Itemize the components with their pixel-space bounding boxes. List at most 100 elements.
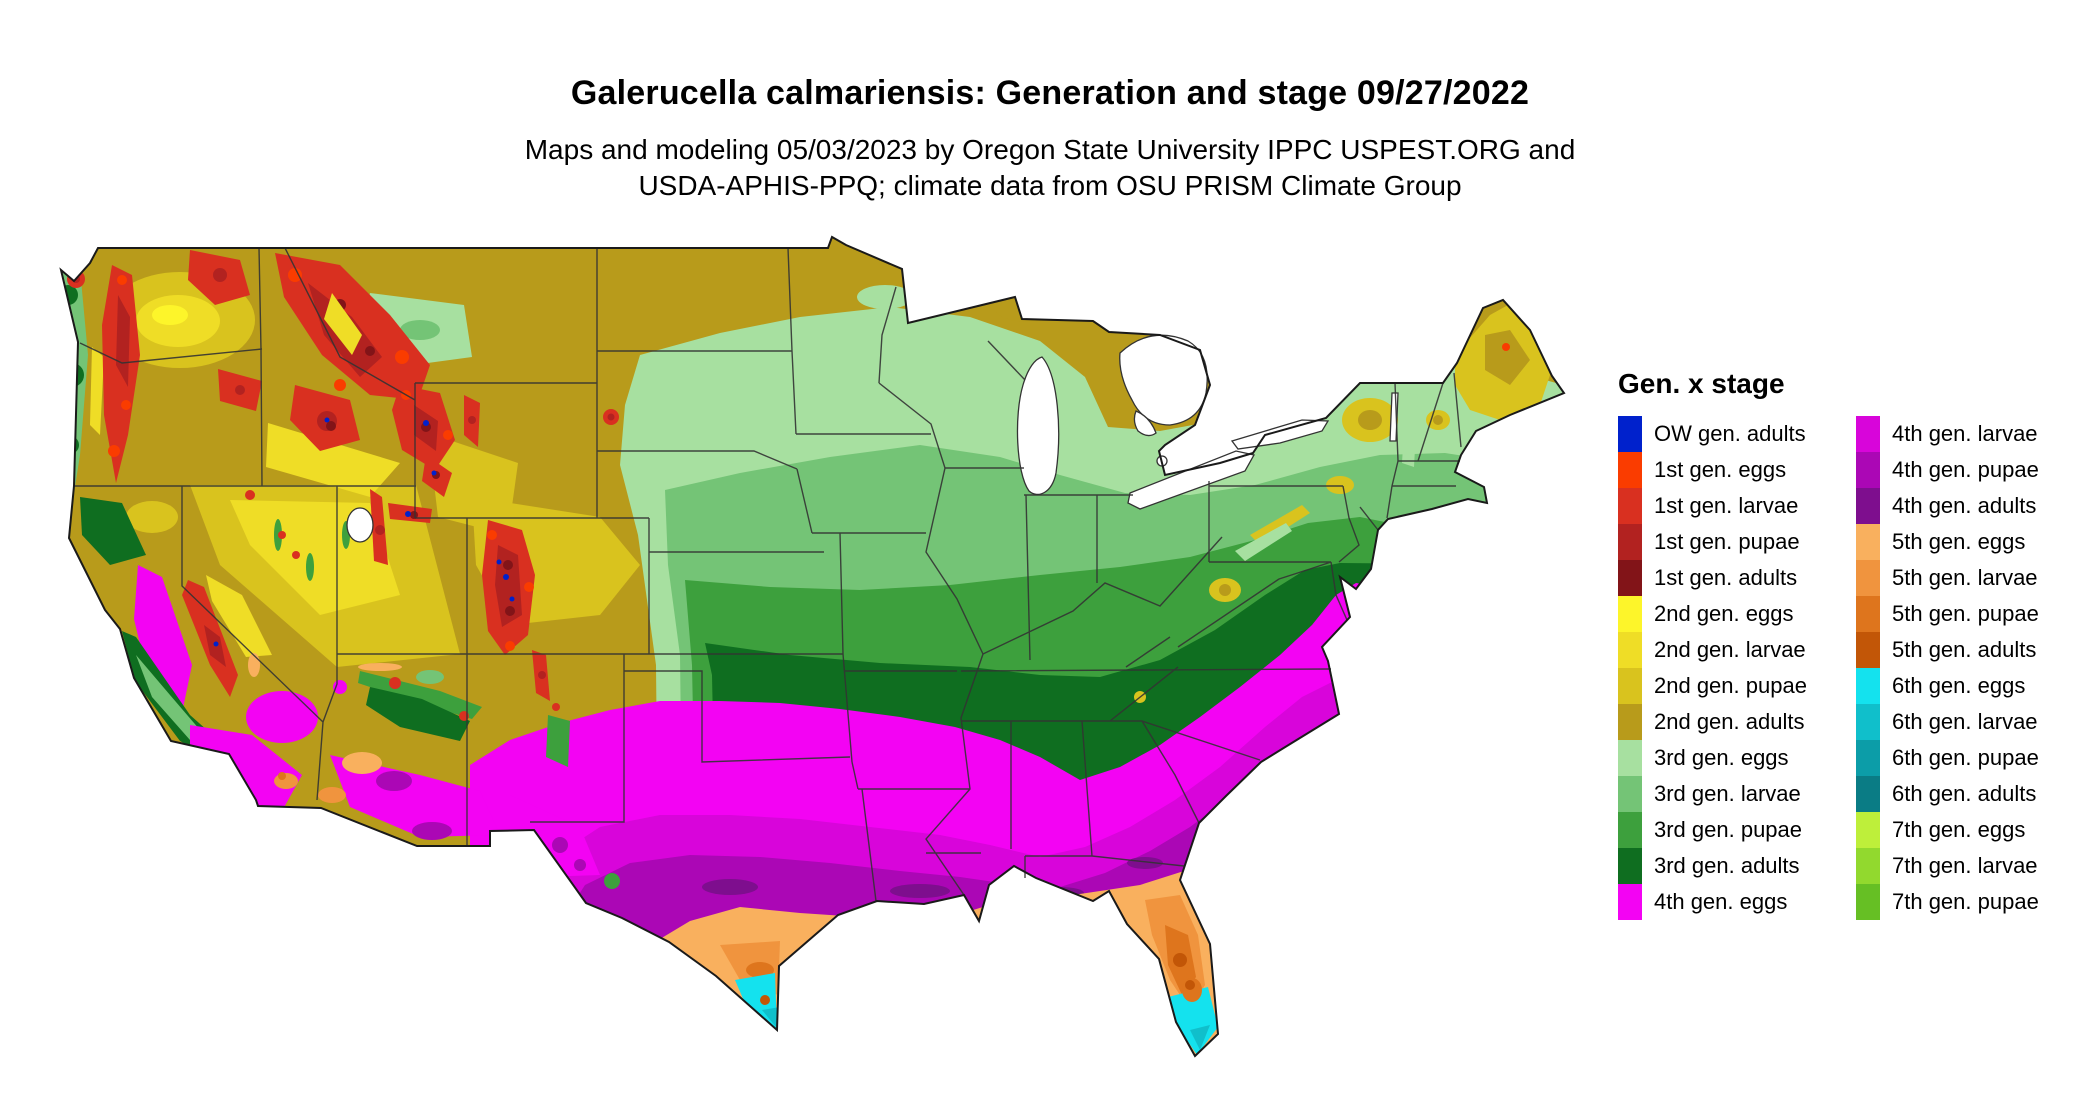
legend-label: 6th gen. eggs <box>1892 673 2026 698</box>
legend-columns: OW gen. adults 1st gen. eggs 1st gen. larv… <box>1618 416 2088 920</box>
legend-swatch <box>1618 812 1642 848</box>
legend-swatch <box>1618 452 1642 488</box>
legend-swatch <box>1856 740 1880 776</box>
legend-item: 2nd gen. adults <box>1618 704 1840 740</box>
legend-column-left: OW gen. adults 1st gen. eggs 1st gen. larv… <box>1618 416 1840 920</box>
legend-label: 3rd gen. adults <box>1654 853 1800 878</box>
great-lakes <box>346 334 1399 543</box>
legend-label: OW gen. adults <box>1654 421 1806 446</box>
legend-label: 1st gen. eggs <box>1654 457 1787 482</box>
legend-label: 7th gen. eggs <box>1892 817 2026 842</box>
map-subtitle: Maps and modeling 05/03/2023 by Oregon S… <box>0 132 2100 204</box>
legend-swatch <box>1856 848 1880 884</box>
legend-item: 2nd gen. pupae <box>1618 668 1840 704</box>
legend-swatch <box>1618 668 1642 704</box>
legend-title: Gen. x stage <box>1618 368 1785 399</box>
subtitle-line-2: USDA-APHIS-PPQ; climate data from OSU PR… <box>638 170 1462 201</box>
legend-swatch <box>1618 596 1642 632</box>
lake-michigan <box>1016 356 1060 496</box>
legend-swatch <box>1618 740 1642 776</box>
legend-swatch <box>1856 416 1880 452</box>
legend-item: 1st gen. adults <box>1618 560 1840 596</box>
legend-item: 4th gen. adults <box>1856 488 2078 524</box>
legend-item: 6th gen. pupae <box>1856 740 2078 776</box>
legend-swatch <box>1618 884 1642 920</box>
lake-erie <box>1127 450 1255 510</box>
state-borders <box>73 247 1462 902</box>
legend-item: 7th gen. eggs <box>1856 812 2078 848</box>
legend-item: 1st gen. eggs <box>1618 452 1840 488</box>
legend-swatch <box>1618 416 1642 452</box>
legend-label: 5th gen. pupae <box>1892 601 2039 626</box>
great-salt-lake <box>346 507 374 543</box>
legend-swatch <box>1618 776 1642 812</box>
legend-label: 6th gen. pupae <box>1892 745 2039 770</box>
us-outline <box>59 235 1566 1058</box>
legend-item: 3rd gen. eggs <box>1618 740 1840 776</box>
legend-swatch <box>1856 776 1880 812</box>
legend-item: 5th gen. pupae <box>1856 596 2078 632</box>
legend-swatch <box>1856 560 1880 596</box>
legend-item: 7th gen. pupae <box>1856 884 2078 920</box>
legend-swatch <box>1856 452 1880 488</box>
legend-label: 4th gen. eggs <box>1654 889 1788 914</box>
legend-item: 6th gen. larvae <box>1856 704 2078 740</box>
legend-item: 3rd gen. pupae <box>1618 812 1840 848</box>
legend-swatch <box>1618 704 1642 740</box>
legend-item: 1st gen. larvae <box>1618 488 1840 524</box>
legend-swatch <box>1856 812 1880 848</box>
legend-swatch <box>1618 848 1642 884</box>
legend-item: 2nd gen. larvae <box>1618 632 1840 668</box>
legend-label: 3rd gen. eggs <box>1654 745 1789 770</box>
legend-item: 5th gen. larvae <box>1856 560 2078 596</box>
legend-label: 2nd gen. larvae <box>1654 637 1806 662</box>
legend-label: 3rd gen. larvae <box>1654 781 1801 806</box>
legend-swatch <box>1856 668 1880 704</box>
legend-label: 1st gen. pupae <box>1654 529 1800 554</box>
legend: Gen. x stage OW gen. adults 1st gen. eggs… <box>1618 368 2088 920</box>
legend-swatch <box>1856 884 1880 920</box>
subtitle-line-1: Maps and modeling 05/03/2023 by Oregon S… <box>524 134 1576 165</box>
map-title: Galerucella calmariensis: Generation and… <box>570 74 1530 112</box>
legend-label: 3rd gen. pupae <box>1654 817 1803 842</box>
legend-item: 4th gen. eggs <box>1618 884 1840 920</box>
legend-item: 4th gen. pupae <box>1856 452 2078 488</box>
legend-label: 2nd gen. adults <box>1654 709 1805 734</box>
lake-ontario <box>1230 419 1330 450</box>
legend-swatch <box>1618 560 1642 596</box>
legend-swatch <box>1618 632 1642 668</box>
legend-label: 4th gen. pupae <box>1892 457 2039 482</box>
legend-swatch <box>1856 488 1880 524</box>
legend-label: 2nd gen. eggs <box>1654 601 1794 626</box>
legend-swatch <box>1856 596 1880 632</box>
legend-item: 5th gen. eggs <box>1856 524 2078 560</box>
legend-label: 4th gen. larvae <box>1892 421 2038 446</box>
legend-item: 7th gen. larvae <box>1856 848 2078 884</box>
legend-label: 5th gen. larvae <box>1892 565 2038 590</box>
legend-column-right: 4th gen. larvae 4th gen. pupae 4th gen. ad… <box>1856 416 2078 920</box>
legend-swatch <box>1856 524 1880 560</box>
legend-label: 6th gen. adults <box>1892 781 2037 806</box>
legend-item: OW gen. adults <box>1618 416 1840 452</box>
map-color-regions <box>61 237 1564 1056</box>
legend-label: 7th gen. larvae <box>1892 853 2038 878</box>
legend-item: 4th gen. larvae <box>1856 416 2078 452</box>
legend-item: 6th gen. eggs <box>1856 668 2078 704</box>
lake-huron <box>1119 334 1208 426</box>
legend-label: 7th gen. pupae <box>1892 889 2039 914</box>
legend-label: 1st gen. adults <box>1654 565 1798 590</box>
legend-label: 5th gen. eggs <box>1892 529 2026 554</box>
legend-item: 3rd gen. larvae <box>1618 776 1840 812</box>
legend-swatch <box>1856 704 1880 740</box>
legend-item: 5th gen. adults <box>1856 632 2078 668</box>
legend-swatch <box>1856 632 1880 668</box>
legend-swatch <box>1618 488 1642 524</box>
legend-label: 1st gen. larvae <box>1654 493 1799 518</box>
legend-item: 1st gen. pupae <box>1618 524 1840 560</box>
us-map-svg <box>59 235 1566 1058</box>
legend-item: 2nd gen. eggs <box>1618 596 1840 632</box>
saginaw-bay <box>1133 410 1157 437</box>
legend-item: 3rd gen. adults <box>1618 848 1840 884</box>
legend-swatch <box>1618 524 1642 560</box>
